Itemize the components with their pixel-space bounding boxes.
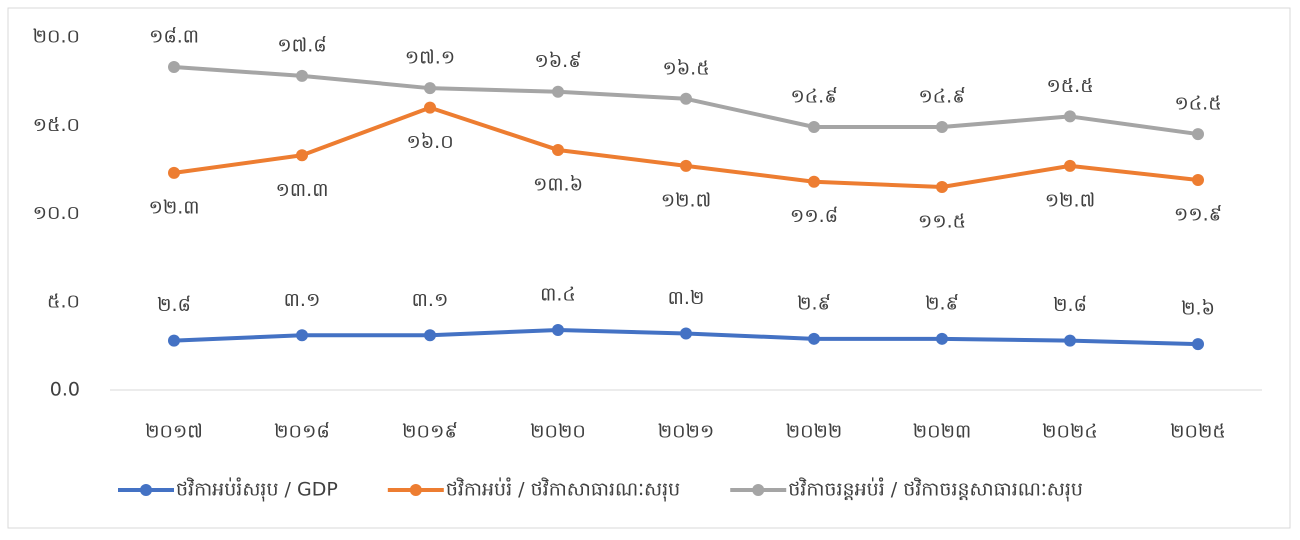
data-label: ២.៨ bbox=[157, 294, 191, 316]
data-point bbox=[808, 332, 820, 345]
data-label: ១១.៥ bbox=[918, 211, 966, 233]
x-tick-label: ២០២២ bbox=[786, 421, 843, 443]
data-point bbox=[296, 329, 308, 342]
data-point bbox=[1192, 338, 1204, 351]
data-label: ១១.៨ bbox=[790, 205, 838, 227]
y-tick-label: ១០.០ bbox=[33, 202, 80, 224]
data-label: ១៧.៨ bbox=[277, 34, 326, 56]
y-tick-label: ៥.០ bbox=[47, 290, 80, 312]
data-point bbox=[680, 327, 692, 340]
data-point bbox=[808, 175, 820, 188]
data-label: ១២.៧ bbox=[661, 189, 711, 211]
y-tick-label: 0.0 bbox=[50, 379, 80, 401]
data-label: ២.៩ bbox=[797, 292, 831, 314]
data-label: ១៥.៥ bbox=[1046, 75, 1093, 97]
data-label: ៣.១ bbox=[412, 289, 449, 311]
data-point bbox=[936, 332, 948, 345]
x-tick-label: ២០១៧ bbox=[145, 421, 203, 443]
x-tick-label: ២០១៨ bbox=[274, 421, 330, 443]
data-label: ៣.១ bbox=[284, 289, 321, 311]
x-tick-label: ២០២៥ bbox=[1170, 421, 1226, 443]
data-point bbox=[552, 143, 564, 156]
x-tick-label: ២០១៩ bbox=[402, 421, 458, 443]
data-point bbox=[680, 159, 692, 172]
data-label: ១៦.៩ bbox=[534, 50, 581, 72]
data-point bbox=[936, 181, 948, 194]
data-label: ២.៨ bbox=[1053, 294, 1087, 316]
y-tick-label: ១៥.០ bbox=[33, 114, 80, 136]
legend-label: ថវិកាអប់រំ / ថវិកាសាធារណៈសរុប bbox=[446, 477, 680, 503]
data-point bbox=[168, 334, 180, 347]
x-tick-label: ២០២១ bbox=[658, 421, 715, 443]
legend-label: ថវិកាចរន្តអប់រំ / ថវិកាចរន្តសាធារណៈសរុប bbox=[788, 477, 1083, 503]
data-label: ១២.៣ bbox=[148, 196, 199, 218]
data-point bbox=[424, 82, 436, 95]
data-label: ១៦.៥ bbox=[662, 57, 709, 79]
data-point bbox=[424, 101, 436, 114]
legend-marker bbox=[409, 484, 422, 496]
x-tick-label: ២០២៣ bbox=[913, 421, 971, 443]
data-label: ២.៩ bbox=[925, 292, 959, 314]
data-point bbox=[1192, 173, 1204, 186]
data-point bbox=[168, 61, 180, 74]
x-tick-label: ២០២០ bbox=[530, 421, 586, 443]
chart-border bbox=[7, 7, 1291, 529]
data-label: ១៣.៦ bbox=[533, 173, 583, 195]
data-label: ១៧.១ bbox=[405, 47, 455, 69]
data-label: ២.៦ bbox=[1181, 298, 1215, 320]
data-point bbox=[680, 92, 692, 105]
data-point bbox=[1064, 159, 1076, 172]
data-label: ១៣.៣ bbox=[276, 179, 329, 201]
legend-marker bbox=[140, 484, 152, 496]
data-point bbox=[424, 329, 436, 342]
legend-label: ថវិកាអប់រំសរុប / GDP bbox=[176, 477, 338, 503]
data-point bbox=[808, 121, 820, 134]
data-point bbox=[936, 121, 948, 134]
data-point bbox=[552, 85, 564, 98]
data-point bbox=[552, 323, 564, 336]
data-point bbox=[296, 149, 308, 162]
data-label: ១៦.០ bbox=[406, 131, 453, 153]
data-label: ៣.២ bbox=[668, 287, 705, 309]
data-point bbox=[296, 69, 308, 82]
data-point bbox=[1064, 334, 1076, 347]
data-label: ៣.៤ bbox=[540, 283, 576, 305]
data-label: ១១.៩ bbox=[1174, 203, 1222, 225]
data-label: ១៤.៩ bbox=[918, 86, 965, 108]
x-tick-label: ២០២៤ bbox=[1042, 421, 1098, 443]
data-point bbox=[1192, 128, 1204, 141]
data-label: ១៤.៥ bbox=[1174, 93, 1221, 115]
data-label: ១២.៧ bbox=[1045, 189, 1095, 211]
y-tick-label: ២០.០ bbox=[33, 26, 80, 48]
data-point bbox=[168, 166, 180, 179]
data-point bbox=[1064, 110, 1076, 123]
data-label: ១៨.៣ bbox=[149, 26, 199, 48]
legend-marker bbox=[752, 484, 765, 496]
data-label: ១៤.៩ bbox=[790, 86, 837, 108]
